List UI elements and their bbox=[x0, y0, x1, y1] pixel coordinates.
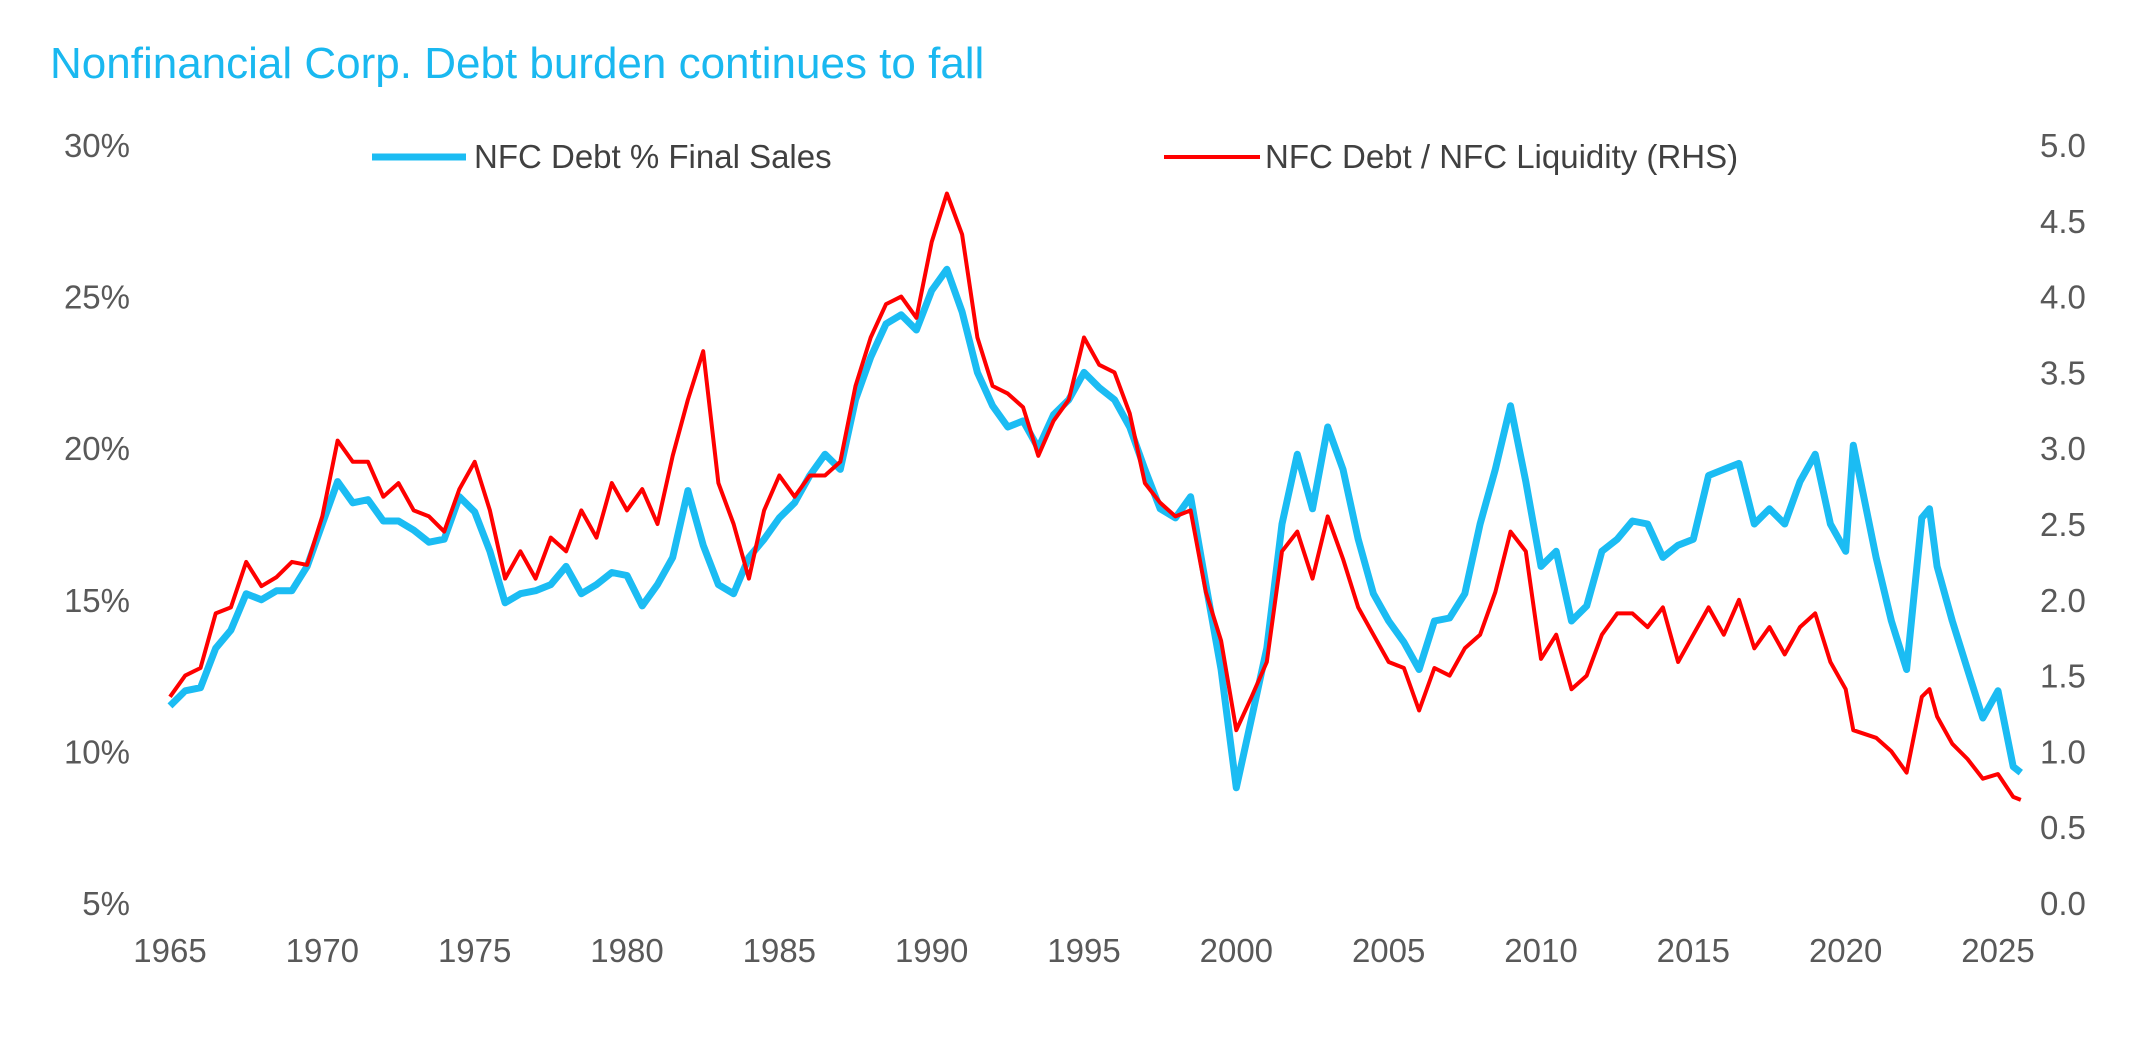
left-tick-label: 25% bbox=[64, 279, 130, 316]
right-tick-label: 4.5 bbox=[2040, 203, 2086, 240]
x-tick-label: 1990 bbox=[895, 932, 968, 969]
right-tick-label: 0.5 bbox=[2040, 809, 2086, 846]
x-tick-label: 1970 bbox=[286, 932, 359, 969]
right-tick-label: 4.0 bbox=[2040, 279, 2086, 316]
chart-title: Nonfinancial Corp. Debt burden continues… bbox=[50, 39, 984, 88]
right-tick-label: 1.5 bbox=[2040, 658, 2086, 695]
x-tick-label: 1975 bbox=[438, 932, 511, 969]
x-tick-label: 2020 bbox=[1809, 932, 1882, 969]
series-line-debt-final-sales bbox=[167, 265, 2023, 792]
right-tick-label: 2.0 bbox=[2040, 582, 2086, 619]
right-axis: 0.0 0.5 1.0 1.5 2.0 2.5 3.0 3.5 4.0 4.5 5.0 bbox=[2040, 127, 2086, 922]
right-tick-label: 3.5 bbox=[2040, 354, 2086, 391]
right-tick-label: 1.0 bbox=[2040, 733, 2086, 770]
legend-label-debt-final-sales: NFC Debt % Final Sales bbox=[474, 138, 832, 175]
right-tick-label: 3.0 bbox=[2040, 430, 2086, 467]
left-tick-label: 5% bbox=[82, 885, 130, 922]
x-tick-label: 1985 bbox=[743, 932, 816, 969]
x-tick-label: 1980 bbox=[590, 932, 663, 969]
legend-label-debt-liquidity: NFC Debt / NFC Liquidity (RHS) bbox=[1265, 138, 1738, 175]
x-tick-label: 2010 bbox=[1504, 932, 1577, 969]
x-axis: 1965 1970 1975 1980 1985 1990 1995 2000 2005 2010… bbox=[133, 932, 2034, 969]
left-tick-label: 10% bbox=[64, 733, 130, 770]
left-tick-label: 15% bbox=[64, 582, 130, 619]
x-tick-label: 1965 bbox=[133, 932, 206, 969]
plot-area bbox=[167, 191, 2023, 802]
x-tick-label: 2005 bbox=[1352, 932, 1425, 969]
left-tick-label: 30% bbox=[64, 127, 130, 164]
series-line-debt-liquidity bbox=[168, 191, 2022, 802]
x-tick-label: 1995 bbox=[1047, 932, 1120, 969]
left-axis: 5% 10% 15% 20% 25% 30% bbox=[64, 127, 130, 922]
x-tick-label: 2000 bbox=[1200, 932, 1273, 969]
left-tick-label: 20% bbox=[64, 430, 130, 467]
right-tick-label: 2.5 bbox=[2040, 506, 2086, 543]
x-tick-label: 2015 bbox=[1657, 932, 1730, 969]
right-tick-label: 5.0 bbox=[2040, 127, 2086, 164]
x-tick-label: 2025 bbox=[1961, 932, 2034, 969]
legend: NFC Debt % Final Sales NFC Debt / NFC Li… bbox=[372, 138, 1738, 175]
right-tick-label: 0.0 bbox=[2040, 885, 2086, 922]
